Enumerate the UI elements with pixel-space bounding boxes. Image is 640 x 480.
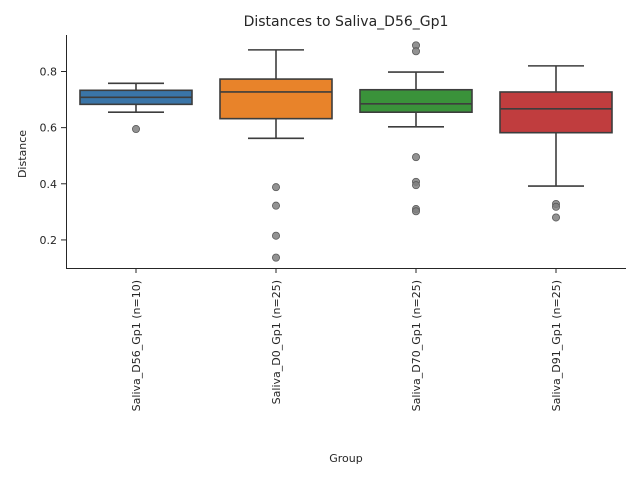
y-tick-label: 0.8 xyxy=(40,65,58,78)
outlier-point xyxy=(271,183,280,192)
plot-area: 0.2 0.4 0.6 0.8 Saliva_D56_Gp1 (n=10) Saliva_… xyxy=(40,41,613,411)
y-tick-label: 0.6 xyxy=(40,122,58,135)
outlier-point xyxy=(411,207,420,216)
x-tick-label: Saliva_D70_Gp1 (n=25) xyxy=(410,280,423,411)
y-tick-label: 0.2 xyxy=(40,234,58,247)
outlier-point xyxy=(411,153,420,162)
y-axis-label: Distance xyxy=(16,130,29,178)
x-tick-label: Saliva_D91_Gp1 (n=25) xyxy=(550,280,563,411)
outlier-point xyxy=(271,253,280,262)
outlier-point xyxy=(552,213,561,222)
outlier-point xyxy=(131,125,140,134)
outlier-point xyxy=(271,201,280,210)
outlier-point xyxy=(271,231,280,240)
x-axis-label: Group xyxy=(329,452,363,465)
iqr-box xyxy=(359,88,473,113)
iqr-box xyxy=(499,91,613,134)
outlier-point xyxy=(411,47,420,56)
x-tick-label: Saliva_D56_Gp1 (n=10) xyxy=(130,280,143,411)
chart-title: Distances to Saliva_D56_Gp1 xyxy=(244,14,449,30)
x-tick-label: Saliva_D0_Gp1 (n=25) xyxy=(270,280,283,404)
y-tick-label: 0.4 xyxy=(40,178,58,191)
outlier-point xyxy=(552,202,561,211)
outlier-point xyxy=(411,181,420,190)
iqr-box xyxy=(219,78,333,120)
